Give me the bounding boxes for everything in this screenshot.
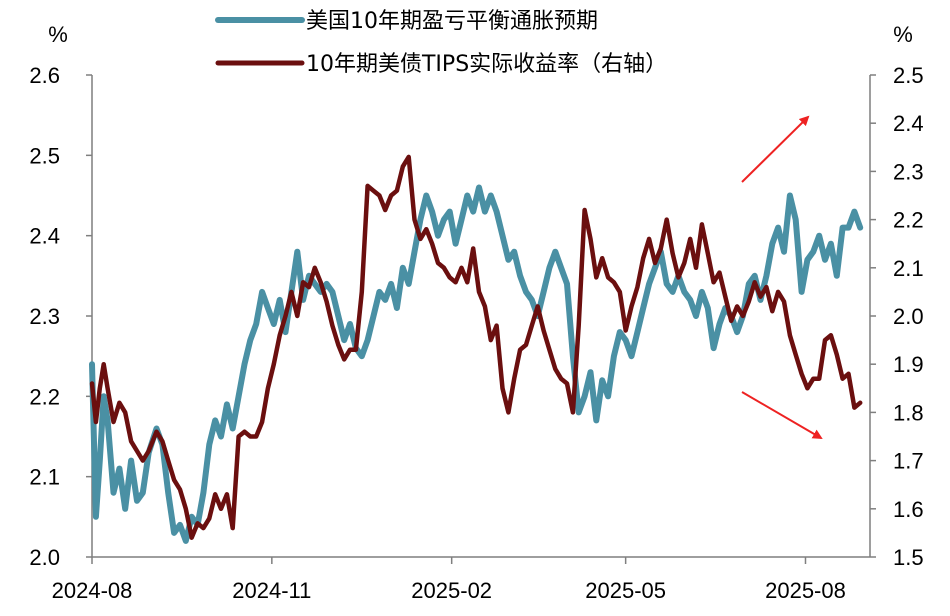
right-tick-label: 2.4 bbox=[893, 111, 924, 136]
left-tick-label: 2.6 bbox=[29, 63, 60, 88]
right-tick-label: 2.2 bbox=[893, 208, 924, 233]
left-tick-label: 2.2 bbox=[29, 384, 60, 409]
right-tick-label: 1.7 bbox=[893, 449, 924, 474]
left-tick-label: 2.3 bbox=[29, 304, 60, 329]
series-line-1 bbox=[89, 184, 864, 544]
down-arrow bbox=[741, 391, 823, 440]
x-tick-label: 2024-08 bbox=[52, 578, 133, 603]
left-tick-label: 2.1 bbox=[29, 465, 60, 490]
right-tick-label: 2.1 bbox=[893, 256, 924, 281]
x-tick-label: 2024-11 bbox=[232, 578, 311, 603]
right-tick-label: 2.3 bbox=[893, 159, 924, 184]
right-tick-label: 1.9 bbox=[893, 352, 924, 377]
x-tick-label: 2025-08 bbox=[765, 578, 846, 603]
right-tick-label: 2.0 bbox=[893, 304, 924, 329]
left-unit-label: % bbox=[48, 22, 68, 47]
annotations bbox=[741, 115, 823, 440]
series-lines bbox=[89, 154, 864, 544]
right-tick-label: 2.5 bbox=[893, 63, 924, 88]
left-tick-label: 2.5 bbox=[29, 143, 60, 168]
legend: 美国10年期盈亏平衡通胀预期 10年期美债TIPS实际收益率（右轴） bbox=[215, 9, 667, 77]
series-line-2 bbox=[89, 154, 863, 540]
up-arrow bbox=[741, 115, 810, 183]
x-tick-label: 2025-05 bbox=[585, 578, 666, 603]
right-unit-label: % bbox=[893, 22, 913, 47]
right-tick-label: 1.5 bbox=[893, 545, 924, 570]
axes: 2.0 2.1 2.2 2.3 2.4 2.5 2.6 1.5 1.6 1.7 1.8 1.9 2.0 2… bbox=[29, 22, 923, 603]
left-tick-label: 2.4 bbox=[29, 224, 60, 249]
legend-label-1: 美国10年期盈亏平衡通胀预期 bbox=[306, 9, 598, 34]
right-tick-label: 1.8 bbox=[893, 400, 924, 425]
left-tick-label: 2.0 bbox=[29, 545, 60, 570]
legend-label-2: 10年期美债TIPS实际收益率（右轴） bbox=[306, 52, 667, 77]
x-tick-label: 2025-02 bbox=[411, 578, 492, 603]
right-tick-label: 1.6 bbox=[893, 497, 924, 522]
